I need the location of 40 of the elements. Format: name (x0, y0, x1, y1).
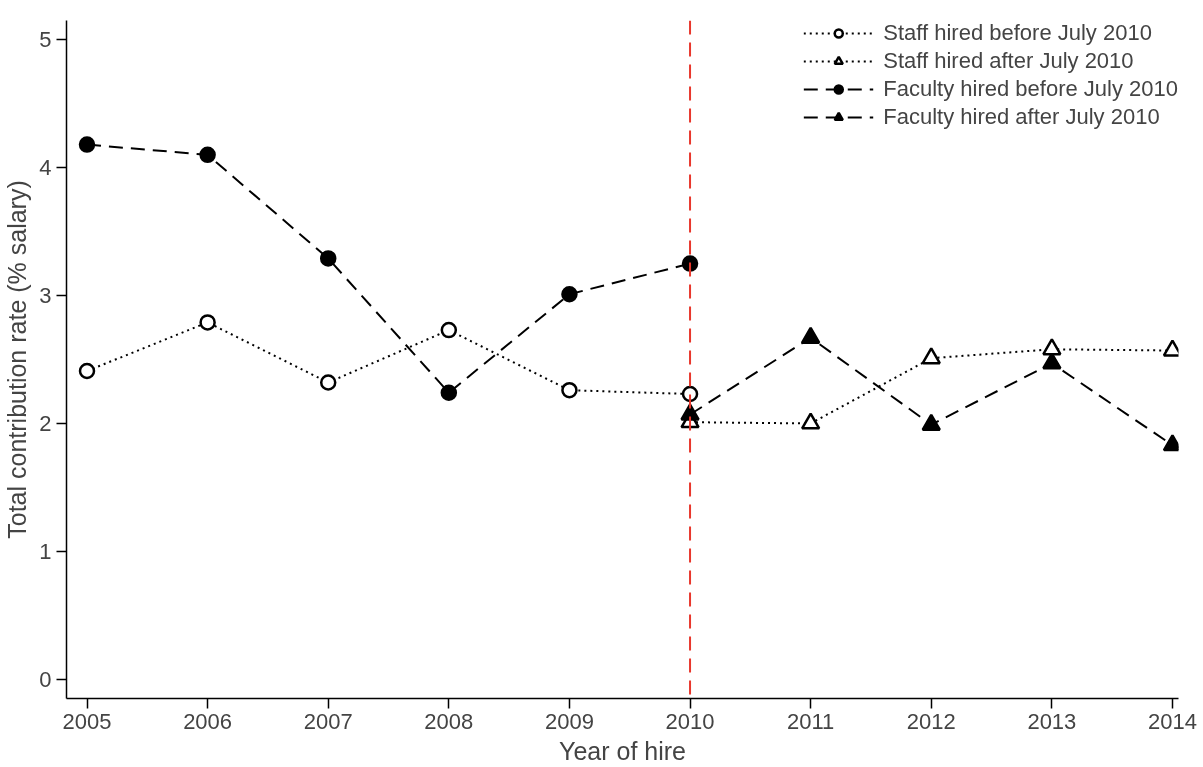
point (440, 321, 458, 339)
point (78, 362, 96, 380)
point (561, 286, 578, 303)
y-tick-label: 0 (39, 666, 52, 692)
y-tick-label: 4 (39, 155, 52, 181)
legend-label: Faculty hired after July 2010 (883, 104, 1160, 130)
x-tick-label: 2006 (183, 708, 233, 734)
point (561, 381, 578, 399)
point (1042, 352, 1062, 370)
y-tick-label: 1 (39, 538, 52, 564)
point (78, 136, 96, 153)
y-tick-label: 2 (39, 410, 52, 436)
x-tick-label: 2005 (62, 708, 112, 734)
x-tick-label: 2010 (665, 708, 715, 734)
x-tick-label: 2012 (906, 708, 956, 734)
legend-label: Staff hired before July 2010 (883, 20, 1152, 46)
point (199, 314, 216, 331)
x-axis-title: Year of hire (559, 736, 686, 765)
point (1042, 338, 1062, 356)
y-axis-title: Total contribution rate (% salary) (3, 180, 32, 539)
y-tick-label: 5 (39, 27, 52, 53)
point (440, 384, 458, 401)
legend-label: Staff hired after July 2010 (883, 48, 1134, 74)
x-tick-label: 2007 (303, 708, 353, 734)
y-tick-label: 3 (39, 283, 52, 309)
point (319, 250, 337, 267)
point (319, 374, 337, 391)
point (199, 146, 216, 164)
point (800, 412, 821, 430)
point (921, 347, 941, 365)
x-tick-label: 2014 (1148, 708, 1197, 734)
point (800, 326, 821, 344)
point (680, 403, 700, 421)
point (681, 385, 699, 403)
x-tick-label: 2009 (544, 708, 594, 734)
x-tick-label: 2011 (786, 708, 835, 734)
legend-label: Faculty hired before July 2010 (883, 76, 1178, 102)
x-tick-label: 2013 (1027, 708, 1077, 734)
x-tick-label: 2008 (424, 708, 474, 734)
point (921, 413, 941, 431)
